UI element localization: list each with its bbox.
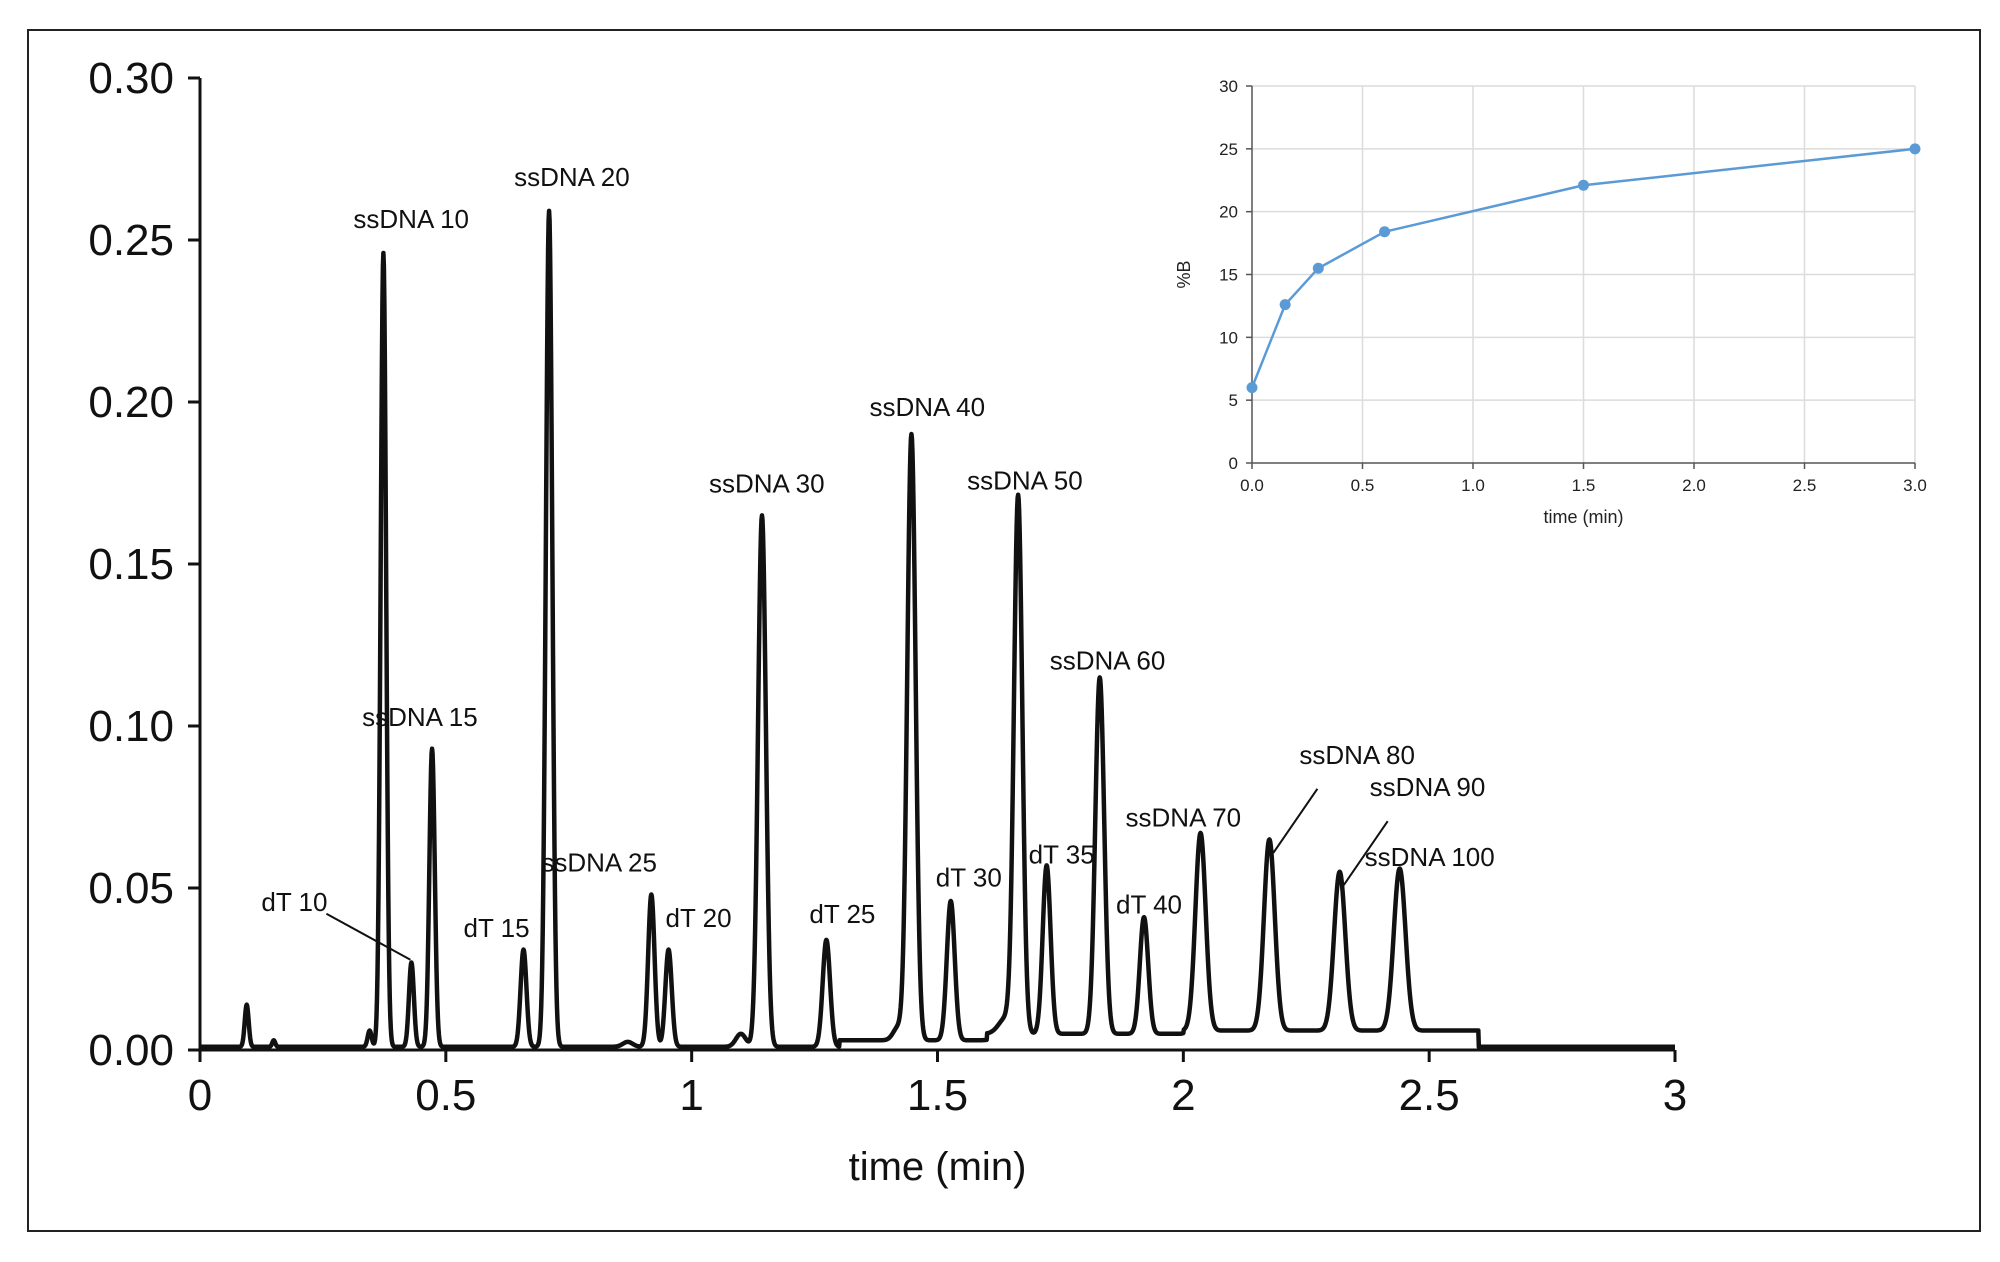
chromatogram-axes [188, 76, 1677, 1062]
inset-axes [1246, 85, 1916, 469]
y-tick-label: 0.10 [88, 702, 174, 751]
inset-y-tick-label: 15 [1219, 266, 1238, 285]
inset-x-tick-label: 3.0 [1903, 476, 1927, 495]
inset-x-tick-label: 1.5 [1572, 476, 1596, 495]
chromatogram-x-axis-title: time (min) [849, 1145, 1027, 1189]
gradient-point [1279, 299, 1291, 311]
inset-x-tick-label: 2.5 [1793, 476, 1817, 495]
x-tick-label: 0 [188, 1071, 212, 1120]
peak-label: ssDNA 20 [514, 162, 630, 192]
peak-label: ssDNA 40 [869, 392, 985, 422]
inset-y-tick-label: 0 [1229, 454, 1238, 473]
x-tick-label: 2.5 [1399, 1071, 1460, 1120]
inset-gridlines [1252, 85, 1916, 463]
gradient-point [1246, 382, 1258, 394]
chromatogram-tick-labels: 0.000.050.100.150.200.250.300 0.5 1 1.5 2 2.5… [88, 54, 1687, 1120]
inset-x-tick-label: 2.0 [1682, 476, 1706, 495]
peak-label: dT 35 [1029, 840, 1095, 870]
leader-line [325, 912, 411, 961]
peak-label: ssDNA 30 [709, 469, 825, 499]
peak-label: ssDNA 50 [967, 465, 1083, 495]
y-tick-label: 0.20 [88, 378, 174, 427]
y-tick-label: 0.00 [88, 1026, 174, 1075]
peak-label: dT 15 [464, 913, 530, 943]
gradient-inset-chart: 0 5 10 15 20 25 30 0.0 0.5 1.0 1.5 2.0 2.5 3.0 time (… [1174, 77, 1927, 527]
inset-x-axis-title: time (min) [1544, 507, 1624, 527]
leader-line [1272, 788, 1319, 854]
gradient-point [1909, 143, 1921, 155]
chromatogram-chart: 0.000.050.100.150.200.250.300 0.5 1 1.5 2 2.5… [88, 54, 1687, 1189]
peak-label: ssDNA 80 [1299, 740, 1415, 770]
inset-y-tick-label: 10 [1219, 328, 1238, 347]
x-tick-label: 1.5 [907, 1071, 968, 1120]
gradient-point [1312, 262, 1324, 274]
peak-label: ssDNA 60 [1050, 646, 1166, 676]
inset-x-tick-label: 1.0 [1461, 476, 1485, 495]
peak-label: ssDNA 90 [1370, 772, 1486, 802]
y-tick-label: 0.25 [88, 216, 174, 265]
inset-y-tick-label: 30 [1219, 77, 1238, 96]
chromatogram-trace [198, 208, 1677, 1050]
peak-labels: ssDNA 10 dT 10 ssDNA 15 dT 15 ssDNA 20 ssDNA … [261, 162, 1495, 961]
x-tick-label: 1 [679, 1071, 703, 1120]
inset-tick-labels: 0 5 10 15 20 25 30 0.0 0.5 1.0 1.5 2.0 2.5 3.0 [1219, 77, 1927, 495]
peak-label: ssDNA 100 [1365, 842, 1495, 872]
peak-label: dT 25 [809, 899, 875, 929]
y-tick-label: 0.05 [88, 864, 174, 913]
x-tick-label: 3 [1663, 1071, 1687, 1120]
gradient-points [1246, 143, 1921, 394]
y-tick-label: 0.15 [88, 540, 174, 589]
leader-line [1342, 820, 1389, 886]
peak-label: dT 30 [936, 863, 1002, 893]
gradient-point [1379, 226, 1391, 238]
x-tick-label: 0.5 [415, 1071, 476, 1120]
inset-x-tick-label: 0.0 [1240, 476, 1264, 495]
peak-label: dT 40 [1116, 889, 1182, 919]
inset-y-tick-label: 20 [1219, 203, 1238, 222]
peak-label: ssDNA 15 [362, 702, 478, 732]
x-tick-label: 2 [1171, 1071, 1195, 1120]
figure-border [27, 29, 1981, 1232]
inset-y-tick-label: 5 [1229, 391, 1238, 410]
gradient-point [1578, 179, 1589, 191]
inset-x-tick-label: 0.5 [1351, 476, 1375, 495]
peak-label: ssDNA 70 [1126, 802, 1242, 832]
gradient-line [1250, 147, 1916, 389]
inset-y-axis-title: %B [1174, 260, 1194, 288]
peak-label: ssDNA 25 [541, 848, 657, 878]
peak-label: dT 10 [261, 887, 327, 917]
peak-label: dT 20 [666, 903, 732, 933]
y-tick-label: 0.30 [88, 54, 174, 103]
peak-label: ssDNA 10 [353, 204, 469, 234]
inset-y-tick-label: 25 [1219, 140, 1238, 159]
